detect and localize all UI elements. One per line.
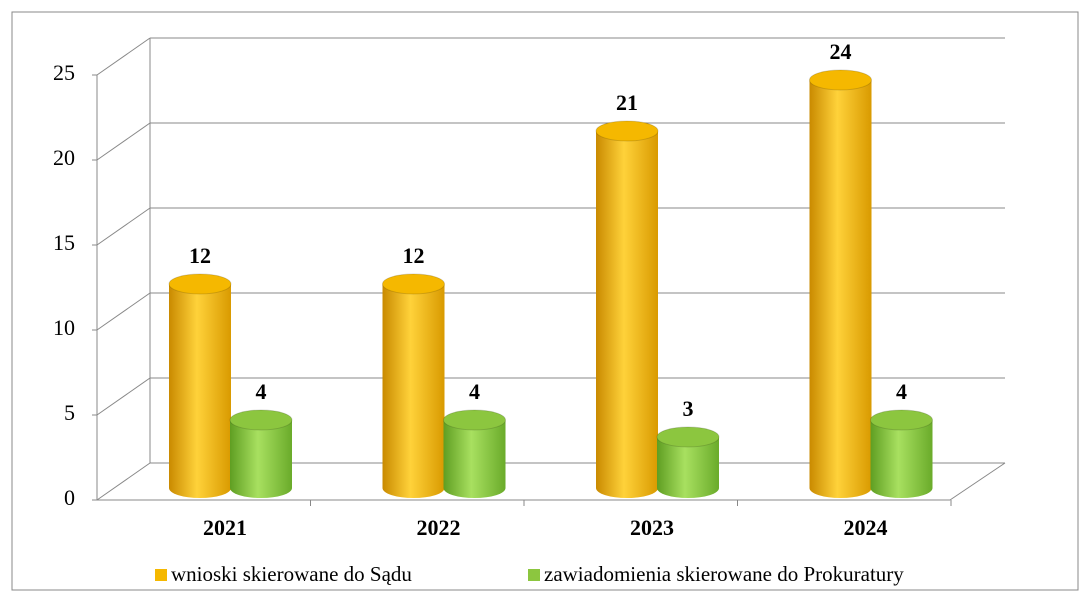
- y-tick-label: 0: [64, 485, 75, 510]
- bar-body: [443, 420, 506, 498]
- x-tick-label: 2023: [630, 515, 674, 540]
- bar-body: [596, 131, 658, 498]
- bar-body: [169, 284, 231, 498]
- y-tick-label: 5: [64, 400, 75, 425]
- data-label: 3: [683, 396, 694, 421]
- bar: [809, 69, 872, 498]
- data-label: 4: [256, 379, 267, 404]
- grid-diagonal: [96, 37, 151, 76]
- y-tick-label: 25: [53, 60, 75, 85]
- legend-swatch: [528, 569, 540, 581]
- bar: [443, 409, 506, 498]
- bar-body: [382, 284, 445, 498]
- data-label: 4: [469, 379, 480, 404]
- x-tick-label: 2021: [203, 515, 247, 540]
- bar: [229, 409, 293, 498]
- legend-swatch: [155, 569, 167, 581]
- data-label: 21: [616, 90, 638, 115]
- x-tick-label: 2024: [844, 515, 888, 540]
- bar: [168, 273, 232, 498]
- bar-top: [168, 273, 232, 295]
- legend-label: zawiadomienia skierowane do Prokuratury: [544, 562, 904, 586]
- data-label: 4: [896, 379, 907, 404]
- grid-diagonal: [96, 292, 151, 331]
- bar-top: [870, 409, 933, 431]
- y-tick-label: 10: [53, 315, 75, 340]
- x-tick-label: 2022: [417, 515, 461, 540]
- grid-diagonal: [96, 122, 151, 161]
- data-label: 12: [403, 243, 425, 268]
- bar-body: [230, 420, 292, 498]
- floor-side: [949, 462, 1006, 501]
- y-tick-label: 15: [53, 230, 75, 255]
- bar-top: [656, 426, 720, 448]
- legend-label: wnioski skierowane do Sądu: [171, 562, 412, 586]
- bar-body: [870, 420, 933, 498]
- data-label: 12: [189, 243, 211, 268]
- bar: [382, 273, 445, 498]
- grid-diagonal: [96, 207, 151, 246]
- bar: [595, 120, 659, 498]
- bar: [656, 426, 720, 498]
- bar-top: [809, 69, 872, 91]
- bar: [870, 409, 933, 498]
- bar-top: [443, 409, 506, 431]
- y-tick-label: 20: [53, 145, 75, 170]
- bar-top: [229, 409, 293, 431]
- bar-top: [382, 273, 445, 295]
- bar-body: [657, 437, 719, 498]
- bar-body: [809, 80, 872, 498]
- data-label: 24: [830, 39, 852, 64]
- bar-top: [595, 120, 659, 142]
- grid-diagonal: [96, 377, 151, 416]
- grid-diagonal: [96, 462, 151, 501]
